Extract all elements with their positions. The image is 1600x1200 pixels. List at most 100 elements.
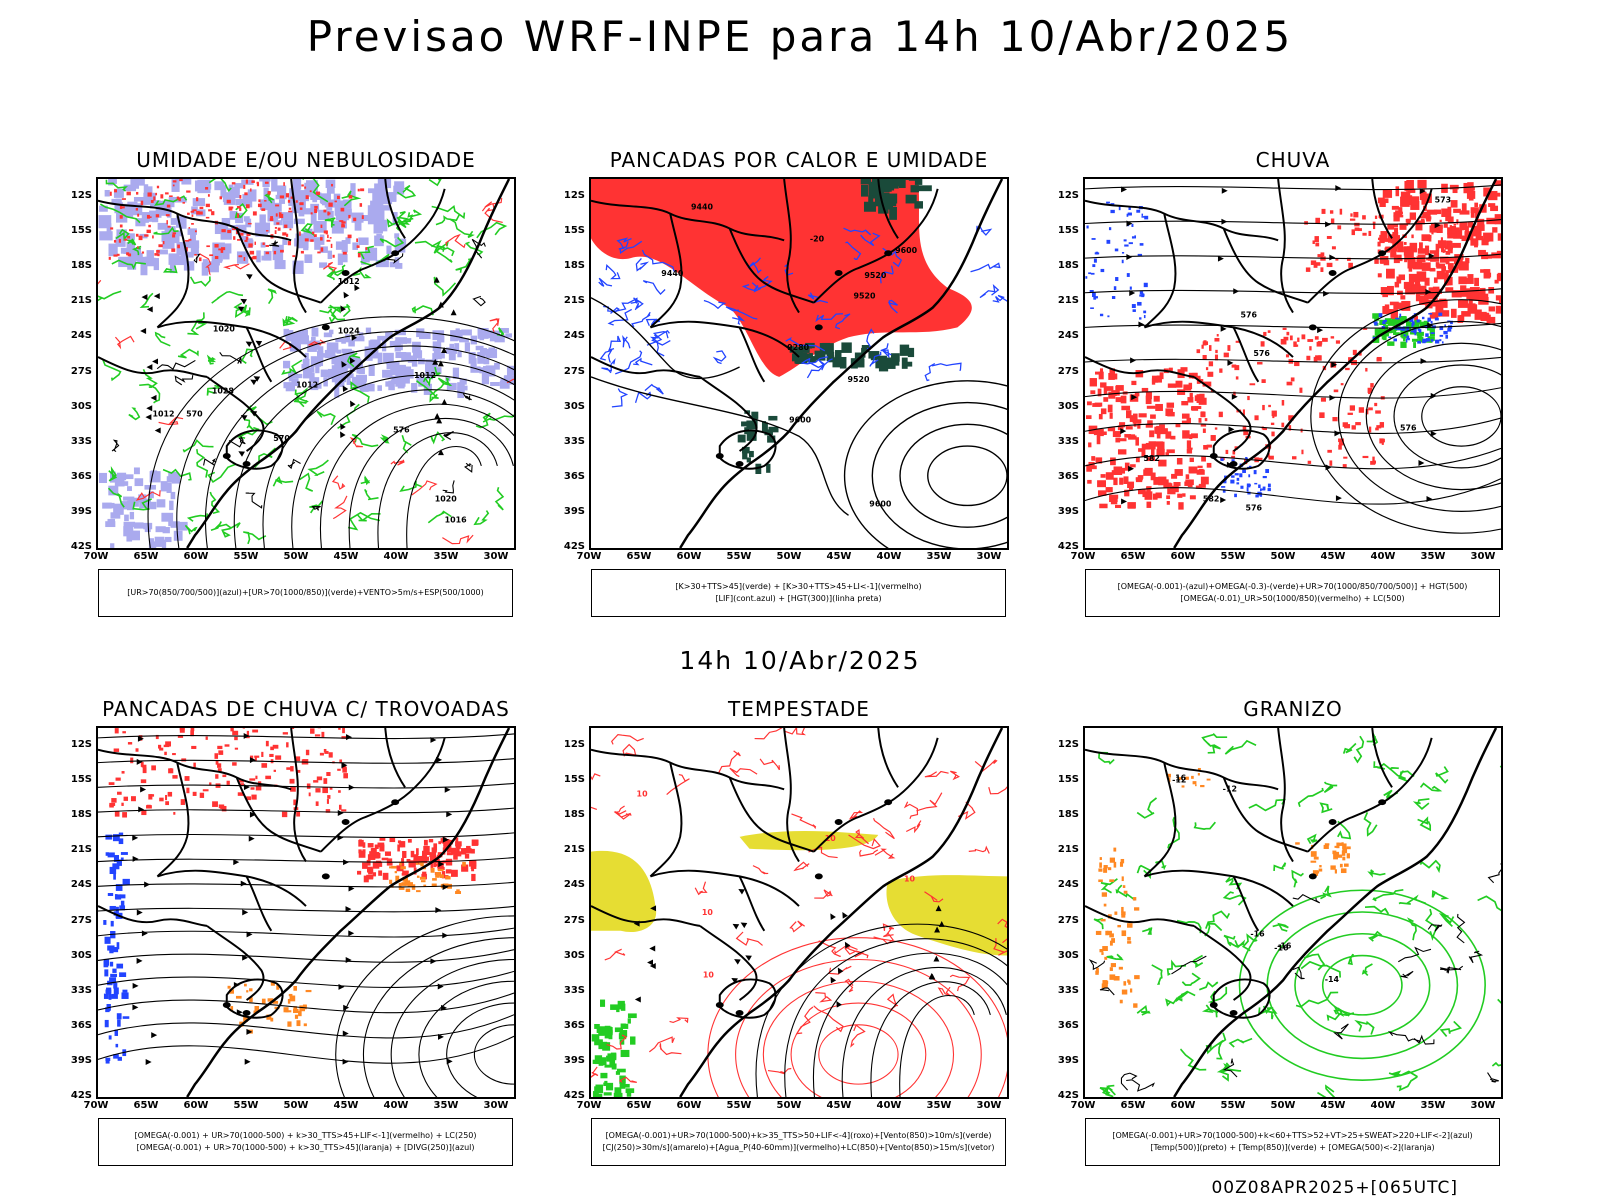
contour-line bbox=[135, 490, 161, 501]
field-cell bbox=[1427, 327, 1433, 331]
field-cell bbox=[1110, 457, 1116, 466]
field-cell bbox=[1103, 387, 1108, 394]
field-cell bbox=[389, 879, 393, 884]
field-cell bbox=[201, 262, 209, 276]
country-border bbox=[718, 429, 777, 470]
field-cell bbox=[278, 199, 286, 204]
field-cell bbox=[159, 797, 164, 802]
field-cell bbox=[377, 179, 392, 189]
lon-tick-label: 65W bbox=[133, 551, 159, 562]
contour-line bbox=[111, 439, 120, 452]
contour-label: 1024 bbox=[338, 326, 361, 335]
field-cell bbox=[1190, 406, 1194, 411]
wind-arrow bbox=[343, 291, 350, 299]
field-cell bbox=[204, 183, 212, 190]
state-border bbox=[877, 179, 899, 239]
contour-line bbox=[752, 865, 769, 875]
field-cell bbox=[180, 799, 185, 805]
lon-tick-label: 55W bbox=[233, 1100, 259, 1111]
field-cell bbox=[234, 736, 238, 741]
lon-tick-label: 55W bbox=[1220, 1100, 1246, 1111]
field-cell bbox=[161, 512, 174, 522]
contour-line bbox=[790, 1002, 927, 1097]
field-cell bbox=[170, 218, 182, 225]
field-cell bbox=[746, 420, 756, 430]
contour-line bbox=[282, 318, 296, 327]
field-cell bbox=[292, 179, 302, 190]
contour-line bbox=[762, 980, 955, 1097]
field-cell bbox=[1138, 448, 1145, 452]
field-cell bbox=[1086, 225, 1089, 229]
field-cell bbox=[1098, 371, 1104, 380]
wind-arrow bbox=[337, 834, 344, 841]
field-cell bbox=[286, 767, 292, 770]
field-cell bbox=[374, 851, 380, 859]
field-cell bbox=[303, 1023, 307, 1027]
field-cell bbox=[1135, 456, 1140, 463]
contour-line bbox=[1477, 895, 1501, 912]
field-cell bbox=[1337, 842, 1343, 846]
field-cell bbox=[218, 804, 225, 809]
field-cell bbox=[229, 989, 234, 994]
field-cell bbox=[755, 463, 762, 475]
wind-arrow bbox=[446, 811, 453, 818]
wind-arrow bbox=[450, 309, 457, 316]
lon-tick-label: 60W bbox=[676, 551, 702, 562]
field-cell bbox=[1127, 941, 1132, 944]
field-cell bbox=[130, 796, 136, 802]
field-cell bbox=[119, 205, 123, 209]
field-cell bbox=[1292, 456, 1297, 460]
field-cell bbox=[168, 196, 175, 203]
field-cell bbox=[114, 1029, 119, 1036]
contour-line bbox=[785, 336, 826, 352]
field-cell bbox=[288, 210, 293, 213]
field-cell bbox=[1317, 341, 1323, 345]
field-cell bbox=[1202, 381, 1212, 387]
state-border bbox=[738, 326, 766, 383]
field-cell bbox=[215, 774, 219, 779]
field-cell bbox=[1109, 373, 1118, 380]
wind-arrow bbox=[1126, 254, 1133, 260]
field-cell bbox=[1181, 413, 1190, 419]
state-border bbox=[1085, 905, 1195, 927]
field-cell bbox=[311, 231, 315, 235]
field-cell bbox=[1201, 344, 1204, 349]
field-cell bbox=[207, 194, 210, 197]
field-cell bbox=[423, 839, 428, 846]
wind-arrow bbox=[146, 405, 153, 412]
field-cell bbox=[454, 343, 460, 351]
lat-tick-label: 36S bbox=[563, 1019, 585, 1031]
field-cell bbox=[134, 478, 144, 487]
panel-title: CHUVA bbox=[1255, 148, 1331, 172]
field-cell bbox=[282, 237, 288, 245]
field-cell bbox=[804, 353, 811, 361]
field-cell bbox=[1199, 393, 1205, 400]
field-cell bbox=[1314, 236, 1319, 243]
field-cell bbox=[1494, 214, 1501, 225]
field-cell bbox=[119, 894, 126, 899]
field-cell bbox=[1208, 361, 1214, 367]
field-cell bbox=[1247, 395, 1250, 401]
field-cell bbox=[1470, 238, 1479, 246]
field-cell bbox=[1435, 224, 1441, 232]
contour-line bbox=[449, 218, 475, 239]
field-cell bbox=[1197, 465, 1203, 468]
field-cell bbox=[290, 196, 294, 199]
field-cell bbox=[232, 228, 237, 230]
field-cell bbox=[272, 247, 284, 261]
contour-line bbox=[1363, 812, 1378, 837]
field-cell bbox=[1260, 488, 1262, 492]
instability-area bbox=[591, 179, 972, 377]
contour-line bbox=[949, 974, 971, 992]
field-cell bbox=[339, 759, 343, 764]
field-cell bbox=[1425, 333, 1429, 337]
state-border bbox=[1277, 179, 1294, 314]
field-cell bbox=[1137, 489, 1144, 495]
field-cell bbox=[395, 352, 407, 359]
legend-line: [OMEGA(-0.01)_UR>50(1000/850)(vermelho) … bbox=[1180, 594, 1405, 603]
field-cell bbox=[108, 994, 112, 1000]
country-border bbox=[225, 429, 284, 470]
panel-legend: [K>30+TTS>45](verde) + [K>30+TTS>45+LI<-… bbox=[591, 569, 1006, 617]
field-cell bbox=[1491, 252, 1501, 259]
field-cell bbox=[285, 233, 289, 237]
